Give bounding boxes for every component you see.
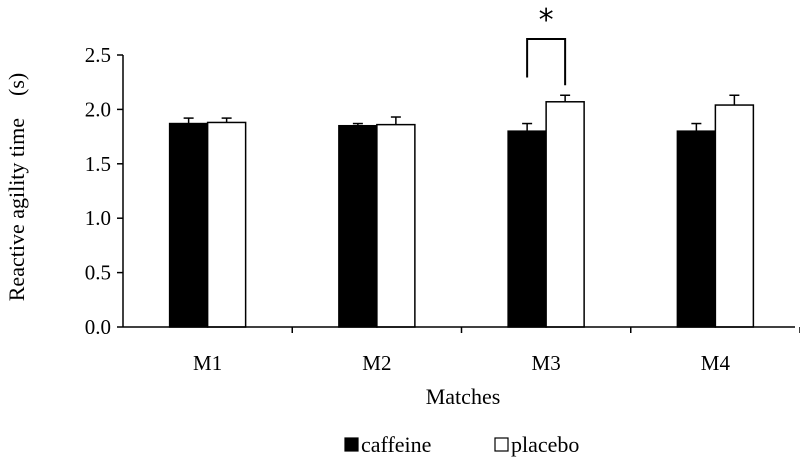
- significance-bracket: [526, 38, 567, 86]
- significance-marker: *: [539, 3, 554, 38]
- y-tick-label: 0.0: [85, 315, 111, 339]
- bar-caffeine: [338, 124, 378, 328]
- legend: caffeine placebo: [344, 432, 579, 457]
- x-tick-label: M4: [701, 351, 731, 375]
- y-tick-label: 2.0: [85, 97, 111, 121]
- y-tick-label: 1.5: [85, 152, 111, 176]
- legend-swatch-caffeine: [344, 437, 359, 452]
- legend-label-placebo: placebo: [511, 432, 579, 457]
- y-tick-label: 2.5: [85, 43, 111, 67]
- x-tick-label: M3: [532, 351, 561, 375]
- bar-caffeine: [168, 122, 209, 328]
- legend-swatch-placebo: [494, 437, 509, 452]
- bar-caffeine: [507, 130, 547, 328]
- bar-caffeine: [676, 130, 717, 328]
- y-axis-title: Reactive agility time (s): [4, 73, 29, 302]
- y-axis-ticks: 0.0 0.5 1.0 1.5 2.0 2.5: [85, 43, 123, 339]
- x-tick-label: M2: [362, 351, 391, 375]
- x-tick-label: M1: [193, 351, 222, 375]
- y-tick-label: 0.5: [85, 261, 111, 285]
- bars: [168, 94, 755, 328]
- annotations: *: [526, 3, 567, 86]
- bar-placebo: [714, 104, 755, 328]
- bar-placebo: [376, 123, 416, 328]
- x-axis-ticks: M1 M2 M3 M4: [193, 327, 800, 375]
- x-axis-title: Matches: [426, 384, 501, 409]
- legend-label-caffeine: caffeine: [361, 432, 431, 457]
- bar-placebo: [206, 121, 247, 328]
- y-tick-label: 1.0: [85, 206, 111, 230]
- bar-placebo: [545, 101, 585, 328]
